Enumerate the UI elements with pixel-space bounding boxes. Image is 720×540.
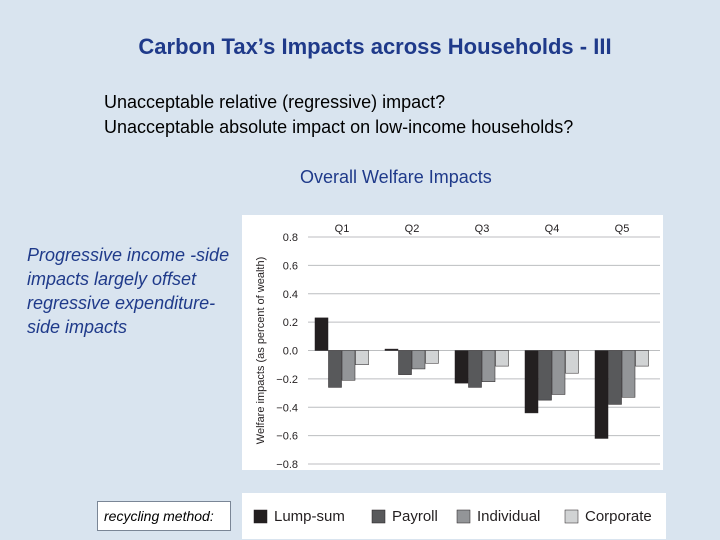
y-axis-label: Welfare impacts (as percent of wealth) [255,257,267,444]
bar-payroll [328,350,342,388]
side-note: Progressive income -side impacts largely… [27,245,230,337]
bar-payroll [468,350,482,388]
bar-individual [551,350,566,395]
y-tick-label: −0.8 [276,459,298,470]
y-tick-label: 0.0 [283,346,298,358]
bar-lump-sum [384,348,399,351]
x-category-label: Q1 [335,223,350,235]
bar-corporate [635,350,649,367]
bar-corporate [495,350,509,367]
bar-individual [341,350,356,381]
bullet-item: Unacceptable relative (regressive) impac… [104,92,446,112]
legend-swatch [371,509,386,524]
bullet-item: Unacceptable absolute impact on low-inco… [104,117,574,137]
legend-swatch [564,509,579,524]
x-category-label: Q5 [615,223,630,235]
bar-corporate [425,350,439,364]
bar-corporate [355,350,369,365]
legend-swatch [253,509,268,524]
legend-panel: Lump-sum Payroll Individual Corporate [242,493,666,539]
bar-individual [621,350,636,398]
bar-lump-sum [314,317,329,351]
bar-individual [481,350,496,382]
recycling-method-label: recycling method: [97,501,231,531]
chart-panel: 0.8 0.6 0.4 0.2 0.0 −0.2 −0.4 −0.6 −0.8 Welfare i… [242,215,663,471]
bar-individual [411,350,426,370]
bar-payroll [608,350,622,405]
legend-label: Corporate [585,508,652,525]
bar-lump-sum [524,350,539,414]
chart-legend: Lump-sum Payroll Individual Corporate [253,508,652,525]
bar-lump-sum [594,350,609,439]
bar-payroll [538,350,552,401]
bar-corporate [565,350,579,374]
y-tick-label: 0.8 [283,232,298,244]
y-tick-label: −0.6 [276,431,298,443]
x-category-label: Q4 [545,223,560,235]
legend-label: Payroll [392,508,438,525]
y-tick-label: 0.2 [283,317,298,329]
bar-lump-sum [454,350,469,384]
legend-swatch [456,509,471,524]
x-category-label: Q3 [475,223,490,235]
y-tick-label: −0.4 [276,402,298,414]
chart-heading: Overall Welfare Impacts [300,167,492,187]
bar-payroll [398,350,412,375]
y-tick-label: 0.4 [283,289,298,301]
y-tick-label: 0.6 [283,260,298,272]
y-tick-label: −0.2 [276,374,298,386]
slide-title: Carbon Tax’s Impacts across Households -… [138,34,612,59]
legend-label: Individual [477,508,540,525]
bullet-list: Unacceptable relative (regressive) impac… [104,90,573,140]
x-category-label: Q2 [405,223,420,235]
legend-label: Lump-sum [274,508,345,525]
bar-chart: 0.8 0.6 0.4 0.2 0.0 −0.2 −0.4 −0.6 −0.8 Welfare i… [255,223,660,471]
